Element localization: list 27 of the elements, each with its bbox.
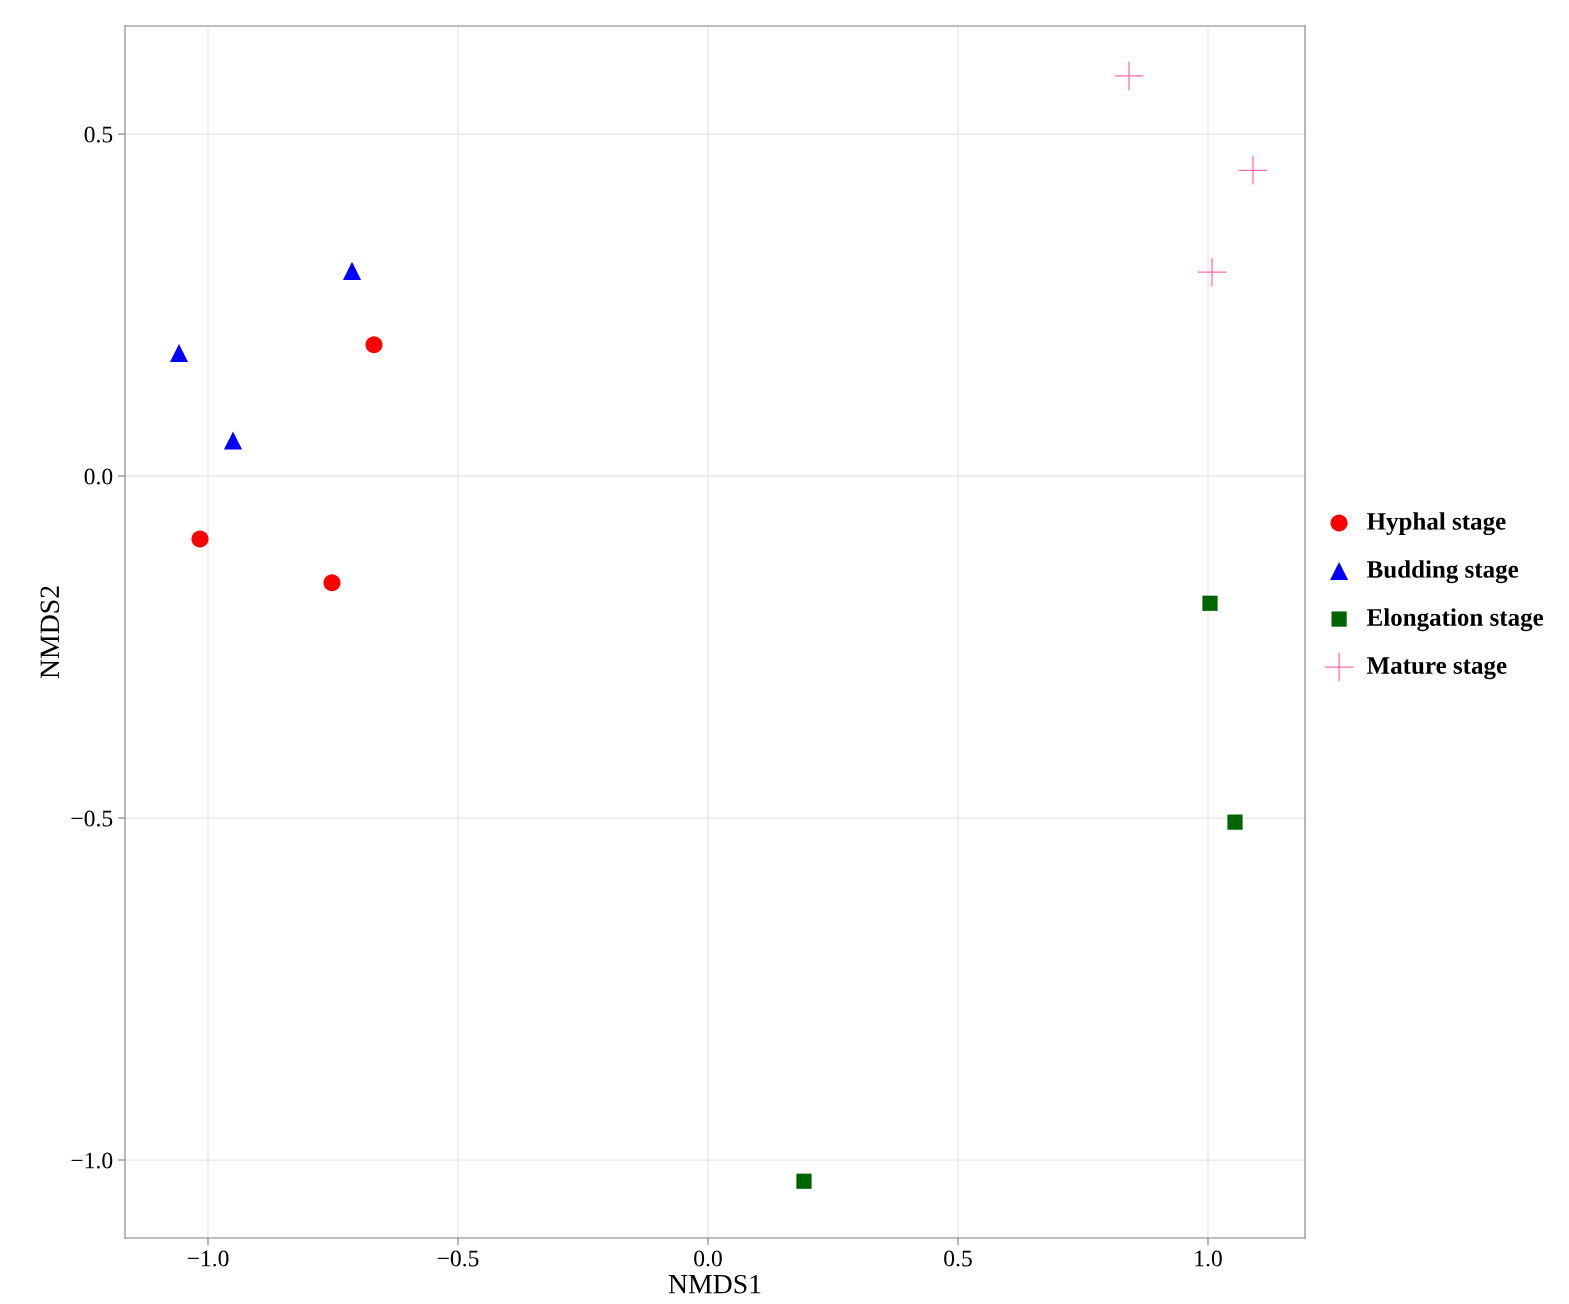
x-tick-label: −1.0: [187, 1250, 229, 1267]
point: [169, 343, 189, 362]
legend-label: Elongation stage: [1367, 608, 1544, 632]
x-tick-label: 0.5: [944, 1250, 972, 1267]
legend-label: Hyphal stage: [1367, 512, 1506, 536]
x-tick-label: 1.0: [1195, 1250, 1222, 1267]
point: [1238, 156, 1268, 185]
y-tick-label: −0.5: [71, 810, 113, 827]
point: [1227, 814, 1243, 830]
x-axis-title: NMDS1: [668, 1274, 761, 1294]
x-tick-label: −0.5: [437, 1250, 479, 1267]
point: [223, 431, 243, 450]
point: [1197, 258, 1227, 287]
point: [365, 336, 383, 354]
y-tick-label: −1.0: [71, 1152, 113, 1169]
point: [342, 261, 362, 280]
point: [191, 530, 209, 548]
point: [1202, 595, 1218, 611]
legend-label: Budding stage: [1367, 560, 1519, 584]
legend-label: Mature stage: [1367, 657, 1507, 680]
point: [323, 574, 341, 592]
y-tick-label: 0.5: [84, 126, 113, 143]
x-tick-label: 0.0: [694, 1250, 722, 1267]
y-axis-title: NMDS2: [40, 586, 60, 679]
point: [796, 1173, 812, 1189]
y-tick-label: 0.0: [84, 468, 113, 485]
point: [1114, 61, 1144, 91]
